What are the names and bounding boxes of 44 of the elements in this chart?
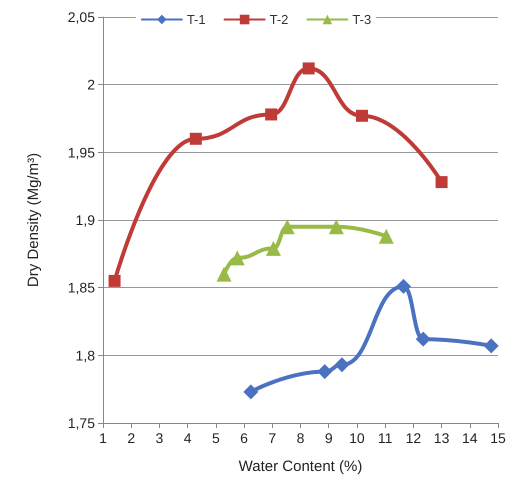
x-tick-label: 6 — [240, 430, 248, 446]
y-tick-label: 1,95 — [68, 144, 96, 160]
point — [190, 132, 202, 145]
point — [216, 266, 232, 282]
point — [230, 250, 245, 266]
point — [436, 176, 448, 188]
x-tick-label: 3 — [156, 430, 164, 446]
point — [334, 357, 350, 372]
legend-label: T-3 — [352, 12, 372, 27]
x-tick-label: 9 — [324, 430, 333, 446]
y-tick-label: 2 — [87, 76, 96, 93]
legend-label: T-1 — [186, 12, 206, 27]
point — [356, 110, 368, 122]
y-tick-label: 1,9 — [76, 212, 96, 228]
y-tick-label: 1,85 — [68, 280, 96, 296]
point — [484, 338, 499, 354]
x-tick-label: 11 — [378, 430, 393, 446]
point — [302, 62, 315, 74]
x-tick-label: 14 — [462, 430, 478, 446]
point — [317, 364, 332, 380]
point — [396, 278, 411, 294]
x-axis-title: Water Content (%) — [238, 458, 362, 475]
y-tick-label: 1,75 — [68, 415, 96, 431]
y-tick-label: 1,8 — [76, 347, 96, 364]
x-tick-label: 15 — [490, 430, 506, 446]
x-tick-label: 1 — [99, 430, 108, 446]
x-tick-label: 12 — [406, 430, 422, 446]
x-tick-label: 13 — [434, 430, 450, 446]
y-axis-title: Dry Density (Mg/m³) — [25, 152, 42, 288]
x-tick-label: 2 — [127, 430, 136, 446]
legend-label: T-2 — [270, 12, 288, 27]
point — [328, 219, 344, 234]
x-tick-label: 10 — [349, 430, 365, 446]
x-tick-label: 7 — [268, 430, 276, 446]
point — [243, 384, 258, 400]
point — [416, 332, 431, 347]
point — [108, 274, 121, 287]
x-tick-label: 8 — [296, 430, 305, 446]
x-tick-label: 5 — [212, 430, 220, 446]
point — [378, 228, 394, 244]
point — [265, 108, 278, 120]
x-tick-label: 4 — [184, 430, 192, 446]
point — [266, 240, 281, 256]
y-tick-label: 2,05 — [68, 9, 96, 25]
